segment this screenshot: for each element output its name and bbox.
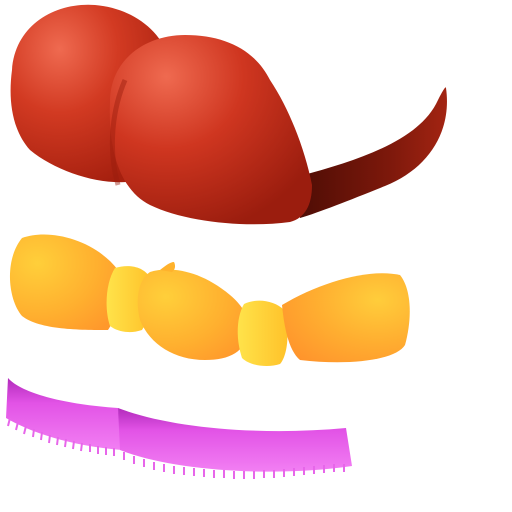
red-hat <box>10 4 447 225</box>
bow-left-lobe <box>9 234 120 330</box>
orange-bow <box>9 234 410 366</box>
fringe-ticks <box>7 417 345 479</box>
bow-right-knot <box>237 300 288 366</box>
magenta-fringe <box>6 378 352 479</box>
hat-seam-shadow <box>109 79 128 186</box>
fringe-left-segment <box>6 378 122 450</box>
bow-right-lobe <box>282 273 410 363</box>
hat-brim <box>300 87 447 218</box>
bow-center-lobe <box>137 269 250 360</box>
fringe-right-segment <box>118 408 352 472</box>
hat-front-dome <box>109 35 312 225</box>
bow-tip <box>160 262 176 272</box>
